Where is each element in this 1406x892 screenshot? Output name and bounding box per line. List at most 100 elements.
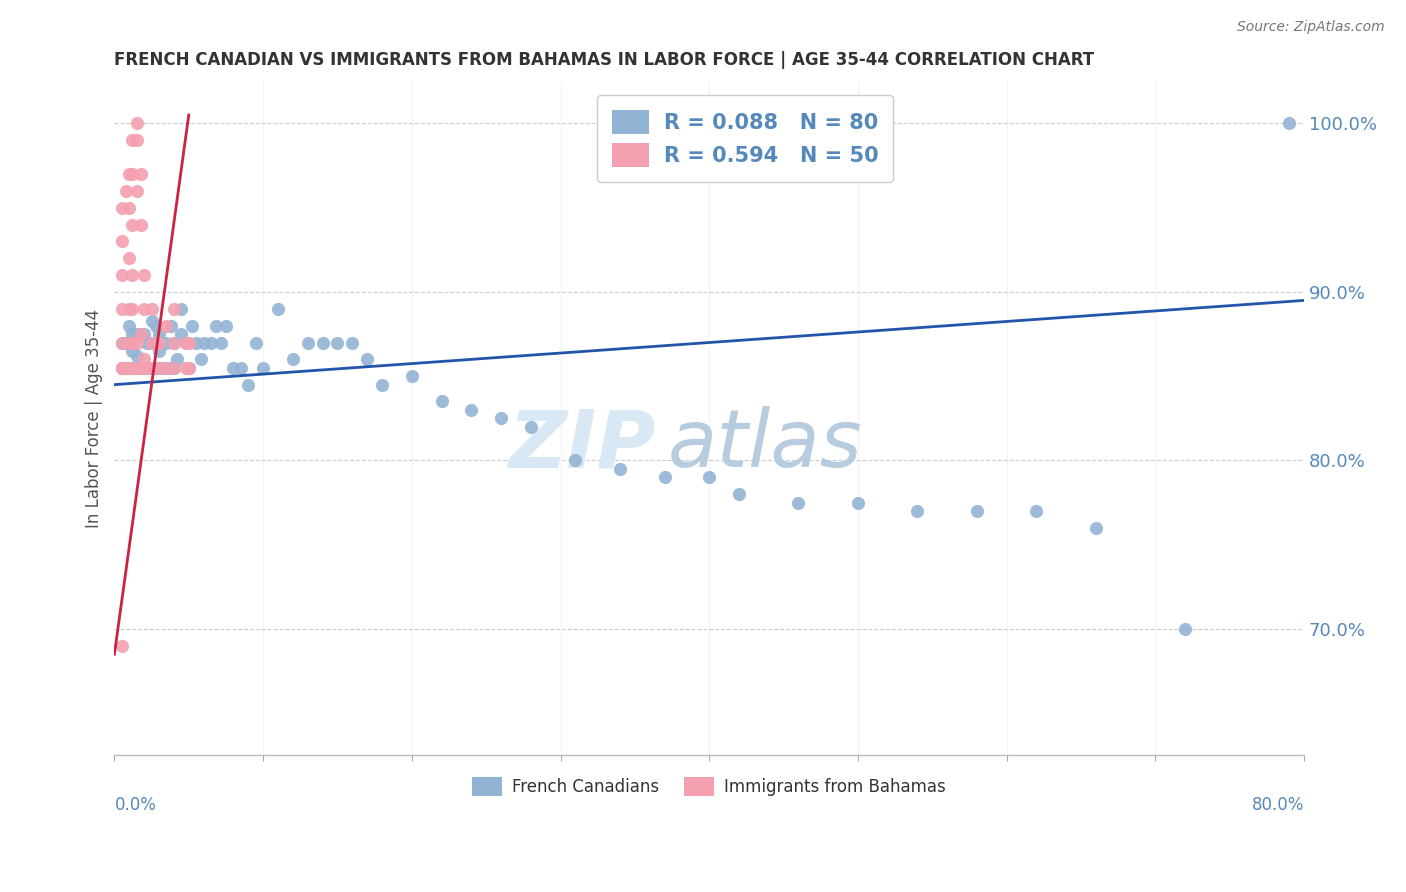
Point (118, 201, 141, 215)
Point (111, 235, 134, 249)
Point (215, 318, 238, 333)
Point (204, 318, 226, 333)
Point (111, 268, 134, 282)
Point (134, 268, 156, 282)
Point (148, 360, 170, 375)
Point (1025, 504, 1047, 518)
Point (129, 360, 152, 375)
Text: 0.0%: 0.0% (114, 796, 156, 814)
Point (125, 116, 148, 130)
Point (118, 301, 141, 316)
Point (564, 453, 586, 467)
Point (728, 487, 751, 501)
Point (245, 335, 267, 350)
Point (118, 360, 141, 375)
Point (200, 335, 222, 350)
Point (129, 218, 152, 232)
Point (238, 377, 260, 392)
Y-axis label: In Labor Force | Age 35-44: In Labor Force | Age 35-44 (86, 309, 103, 528)
Point (118, 360, 141, 375)
Point (111, 360, 134, 375)
Point (1278, 116, 1301, 130)
Point (148, 360, 170, 375)
Text: FRENCH CANADIAN VS IMMIGRANTS FROM BAHAMAS IN LABOR FORCE | AGE 35-44 CORRELATIO: FRENCH CANADIAN VS IMMIGRANTS FROM BAHAM… (114, 51, 1094, 69)
Point (160, 318, 183, 333)
Point (129, 167, 152, 181)
Point (252, 360, 274, 375)
Point (186, 335, 208, 350)
Text: ZIP: ZIP (509, 407, 655, 484)
Point (163, 360, 186, 375)
Point (177, 360, 200, 375)
Point (134, 327, 156, 342)
Point (111, 360, 134, 375)
Point (155, 360, 177, 375)
Point (121, 327, 143, 342)
Point (125, 327, 148, 342)
Point (371, 377, 394, 392)
Point (430, 394, 453, 409)
Text: atlas: atlas (668, 407, 862, 484)
Point (1084, 521, 1107, 535)
Point (229, 360, 252, 375)
Point (111, 335, 134, 350)
Point (129, 327, 152, 342)
Point (177, 360, 200, 375)
Point (141, 360, 163, 375)
Point (125, 184, 148, 198)
Point (141, 301, 163, 316)
Point (155, 335, 177, 350)
Point (150, 360, 173, 375)
Point (489, 411, 512, 425)
Point (160, 360, 183, 375)
Point (129, 327, 152, 342)
Point (118, 335, 141, 350)
Point (174, 360, 197, 375)
Point (174, 335, 197, 350)
Point (141, 360, 163, 375)
Point (125, 349, 148, 363)
Point (141, 313, 163, 327)
Point (170, 327, 193, 342)
Point (125, 133, 148, 147)
Point (174, 335, 197, 350)
Point (342, 335, 364, 350)
Point (654, 470, 676, 484)
Point (118, 167, 141, 181)
Point (155, 318, 177, 333)
Point (267, 301, 290, 316)
Point (121, 343, 143, 358)
Point (148, 343, 170, 358)
Point (111, 335, 134, 350)
Point (145, 360, 167, 375)
Legend: French Canadians, Immigrants from Bahamas: French Canadians, Immigrants from Bahama… (464, 768, 955, 805)
Point (166, 352, 188, 367)
Point (460, 403, 482, 417)
Point (121, 167, 143, 181)
Point (115, 184, 138, 198)
Point (520, 419, 543, 434)
Point (134, 301, 156, 316)
Point (118, 318, 141, 333)
Point (111, 301, 134, 316)
Point (326, 335, 349, 350)
Point (136, 335, 159, 350)
Point (111, 201, 134, 215)
Point (193, 335, 215, 350)
Point (180, 318, 202, 333)
Point (121, 360, 143, 375)
Point (163, 360, 186, 375)
Point (118, 360, 141, 375)
Point (136, 360, 159, 375)
Point (170, 301, 193, 316)
Point (297, 335, 319, 350)
Point (401, 369, 423, 384)
Point (163, 335, 186, 350)
Point (697, 470, 720, 484)
Point (111, 360, 134, 375)
Point (134, 360, 156, 375)
Point (141, 335, 163, 350)
Point (121, 218, 143, 232)
Point (356, 352, 378, 367)
Point (111, 360, 134, 375)
